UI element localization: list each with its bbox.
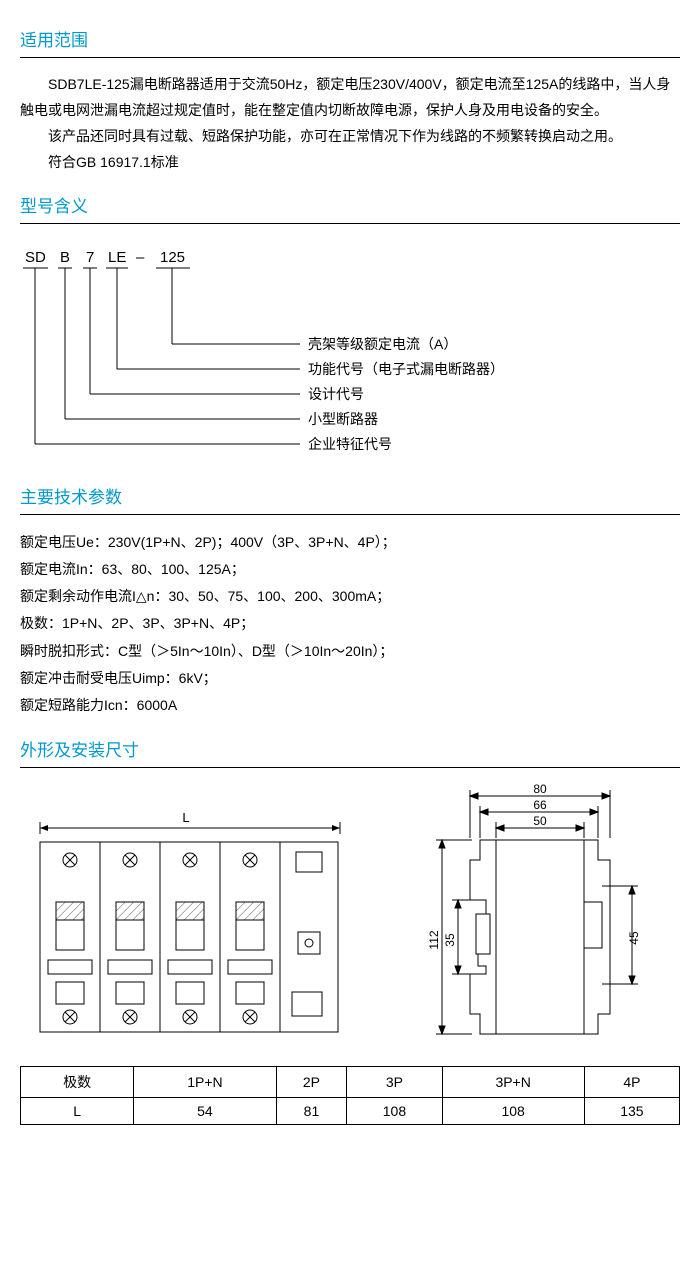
model-part-125: 125 xyxy=(160,249,185,266)
dim-45: 45 xyxy=(627,931,641,945)
dim-35: 35 xyxy=(443,933,457,947)
th-3: 3P xyxy=(347,1066,442,1097)
dimension-table: 极数 1P+N 2P 3P 3P+N 4P L 54 81 108 108 13… xyxy=(20,1066,680,1125)
th-4: 3P+N xyxy=(442,1066,584,1097)
td-label: L xyxy=(21,1097,134,1124)
scope-paragraphs: SDB7LE-125漏电断路器适用于交流50Hz，额定电压230V/400V，额… xyxy=(20,72,680,176)
spec-1: 额定电压Ue：230V(1P+N、2P)；400V（3P、3P+N、4P）； xyxy=(20,529,680,556)
th-1: 1P+N xyxy=(134,1066,276,1097)
dimension-drawings: L 80 xyxy=(20,782,680,1052)
spec-4: 极数：1P+N、2P、3P、3P+N、4P； xyxy=(20,610,680,637)
dim-112: 112 xyxy=(427,930,441,949)
section-dim-title: 外形及安装尺寸 xyxy=(20,736,680,768)
th-5: 4P xyxy=(584,1066,679,1097)
section-model-title: 型号含义 xyxy=(20,192,680,224)
section-scope-title: 适用范围 xyxy=(20,26,680,58)
spec-6: 额定冲击耐受电压Uimp：6kV； xyxy=(20,665,680,692)
dim-50: 50 xyxy=(533,814,547,828)
spec-7: 额定短路能力Icn：6000A xyxy=(20,692,680,719)
td-1: 81 xyxy=(276,1097,347,1124)
section-tech-title: 主要技术参数 xyxy=(20,483,680,515)
model-lbl-3: 设计代号 xyxy=(308,386,364,402)
model-part-sd: SD xyxy=(25,249,46,266)
side-view-drawing: 80 66 50 xyxy=(380,782,660,1052)
model-part-7: 7 xyxy=(86,249,94,266)
td-3: 108 xyxy=(442,1097,584,1124)
model-diagram: SD B 7 LE – 125 壳架等级额定电流（A） 功能代号（电子式漏电断路… xyxy=(20,244,680,467)
table-row: L 54 81 108 108 135 xyxy=(21,1097,680,1124)
model-lbl-4: 小型断路器 xyxy=(308,411,378,427)
td-2: 108 xyxy=(347,1097,442,1124)
scope-p3: 符合GB 16917.1标准 xyxy=(20,150,680,176)
model-lbl-5: 企业特征代号 xyxy=(308,436,392,452)
th-2: 2P xyxy=(276,1066,347,1097)
dim-80: 80 xyxy=(533,782,547,796)
model-part-dash: – xyxy=(136,249,145,266)
scope-p2: 该产品还同时具有过载、短路保护功能，亦可在正常情况下作为线路的不频繁转换启动之用… xyxy=(20,124,680,150)
model-lbl-1: 壳架等级额定电流（A） xyxy=(308,336,457,352)
dim-L-label: L xyxy=(182,810,189,825)
spec-2: 额定电流In：63、80、100、125A； xyxy=(20,556,680,583)
model-part-b: B xyxy=(60,249,70,266)
scope-p1: SDB7LE-125漏电断路器适用于交流50Hz，额定电压230V/400V，额… xyxy=(20,72,680,124)
model-lbl-2: 功能代号（电子式漏电断路器） xyxy=(308,361,504,377)
model-part-le: LE xyxy=(108,249,126,266)
td-0: 54 xyxy=(134,1097,276,1124)
table-row: 极数 1P+N 2P 3P 3P+N 4P xyxy=(21,1066,680,1097)
th-0: 极数 xyxy=(21,1066,134,1097)
spec-5: 瞬时脱扣形式：C型（＞5In～10In）、D型（＞10In～20In）； xyxy=(20,638,680,665)
td-4: 135 xyxy=(584,1097,679,1124)
dim-66: 66 xyxy=(533,798,547,812)
specs-list: 额定电压Ue：230V(1P+N、2P)；400V（3P、3P+N、4P）； 额… xyxy=(20,529,680,720)
spec-3: 额定剩余动作电流I△n：30、50、75、100、200、300mA； xyxy=(20,583,680,610)
front-view-drawing: L xyxy=(20,802,350,1052)
